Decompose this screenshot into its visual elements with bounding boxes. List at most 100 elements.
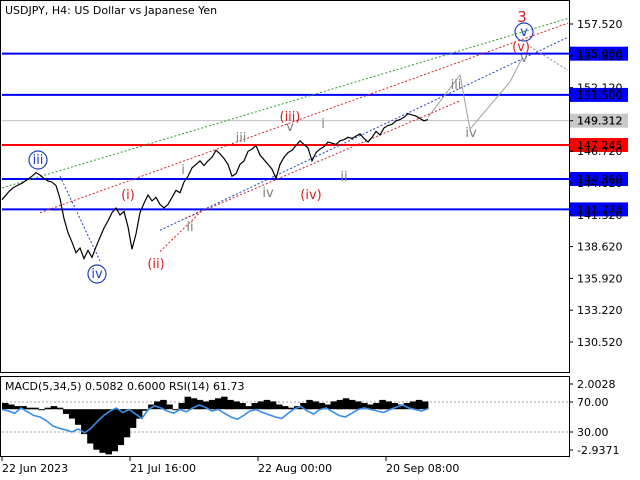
macd-rsi-indicator: 2.0028 70.00 30.00 -2.9371 [1,378,619,457]
macd-bar [129,409,137,428]
macd-bar [105,409,112,455]
macd-bar [269,401,277,410]
macd-bar [409,401,417,410]
macd-bar [251,403,258,410]
macd-bar [160,399,167,410]
gray-wave-v-2: v [520,51,528,66]
horizontal-levels: 149.312 155.000 151.500 147.245 144.360 141.7… [2,46,628,217]
gray-wave-iv-2: iv [465,126,477,141]
gray-wave-iii-2: iii [451,78,462,93]
timeframe-label: H4 [52,4,67,17]
red-channel-upper [39,22,569,214]
macd-bar [2,403,9,410]
y-tick-label: 141.320 [577,209,623,222]
blue-wave-iii: iii [33,153,44,168]
chart-header: USDJPY, H4: US Dollar vs Japanese Yen [5,4,217,17]
macd-bar [379,399,386,410]
macd-bar [306,399,313,410]
y-tick-label: 135.920 [577,272,623,285]
projection-tail [529,46,569,71]
x-tick-label: 21 Jul 16:00 [130,462,196,475]
macd-bar [367,404,374,410]
macd-bar [403,403,411,410]
macd-bar [172,409,179,411]
y-tick-label: 138.620 [577,241,623,254]
level-label-144.360: 144.360 [577,173,623,186]
macd-bar [208,399,216,410]
current-price-label: 149.312 [577,115,623,128]
blue-channel-line [159,36,569,231]
level-box-147.245 [570,138,628,153]
macd-bar [355,401,362,410]
gray-wave-i-2: i [321,117,325,132]
macd-bar [142,409,149,411]
x-tick-label: 22 Jun 2023 [2,462,68,475]
macd-bar [8,404,15,410]
macd-bar [391,403,398,410]
level-box-151.500 [570,87,628,102]
macd-bar [361,403,368,410]
price-line [1,113,429,261]
y-tick-label: 146.720 [577,145,623,158]
gray-wave-ii-2: ii [340,170,347,185]
macd-header: MACD(5,34,5) 0.5082 0.6000 RSI(14) 61.73 [5,380,244,393]
macd-bar [275,404,283,410]
rsi-line [1,404,429,434]
indicator-tick-label: -2.9371 [577,444,619,457]
blue-wave-iii-circle [28,150,48,170]
macd-bar [87,409,94,444]
y-tick-label: 133.220 [577,304,623,317]
macd-bar [385,401,392,410]
red-wave-iii: (iii) [280,110,301,125]
red-channel-lower [184,100,461,220]
macd-bar [233,401,240,410]
green-channel-line [1,17,569,189]
macd-bar [330,401,338,410]
macd-bar [300,403,307,410]
price-series [1,113,429,261]
level-label-147.245: 147.245 [577,139,623,152]
macd-bar [348,399,356,410]
projection-path [427,58,523,131]
macd-bar [32,407,39,410]
blue-wave-iv: iv [91,267,103,282]
indicator-tick-label: 30.00 [577,426,609,439]
macd-bar [184,396,192,410]
blue-wave-iv-circle [87,264,107,284]
macd-bar [227,399,234,410]
macd-bar [373,403,380,410]
macd-bar [318,403,325,410]
macd-bar [336,399,344,410]
macd-bar [111,409,118,452]
level-box-144.360 [570,171,628,186]
gray-wave-iv: iv [262,186,274,201]
gray-wave-iii: iii [236,131,247,146]
macd-bar [26,407,33,410]
macd-bar [123,409,131,438]
macd-bar [245,406,252,410]
macd-bar [50,406,58,410]
level-box-141.778 [570,202,628,217]
macd-bar [99,409,106,453]
red-wave-3: 3 [517,8,527,26]
macd-bar [14,406,21,410]
macd-bar [62,409,70,414]
macd-bar [135,409,143,419]
macd-bar [44,407,52,410]
y-tick-label: 130.520 [577,336,623,349]
indicator-tick-label: 2.0028 [577,378,616,391]
macd-bar [68,409,76,419]
macd-bar [239,403,246,410]
level-label-151.500: 151.500 [577,89,623,102]
red-wave-v: (v) [512,40,530,55]
level-box-155.000 [570,46,628,61]
macd-bar [312,401,319,410]
y-tick-label: 154.820 [577,50,623,63]
trend-channels [1,17,569,262]
macd-bar [190,398,198,410]
level-label-141.778: 141.778 [577,203,623,216]
macd-bar [178,403,185,410]
macd-bar [20,406,27,410]
macd-bar [117,409,125,446]
